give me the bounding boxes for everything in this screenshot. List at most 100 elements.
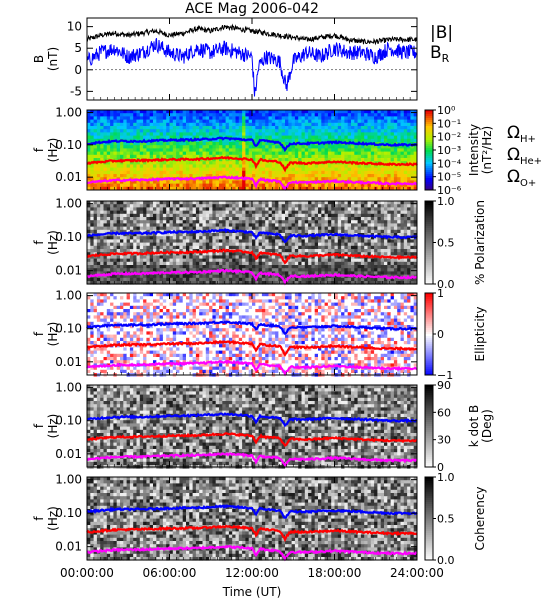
spectrogram-cell — [248, 113, 253, 117]
spectrogram-cell — [334, 258, 339, 263]
spectrogram-cell — [370, 229, 375, 234]
spectrogram-cell — [331, 183, 335, 188]
colorbar-tick-label: 10⁻¹ — [437, 117, 461, 130]
spectrogram-cell — [120, 145, 124, 149]
spectrogram-cell — [133, 223, 137, 227]
spectrogram-cell — [387, 138, 391, 143]
spectrogram-cell — [278, 145, 283, 149]
spectrogram-cell — [255, 151, 259, 156]
spectrogram-cell — [189, 223, 193, 227]
spectrogram-cell — [186, 135, 190, 140]
spectrogram-cell — [136, 258, 141, 263]
spectrogram-cell — [120, 170, 124, 175]
spectrogram-cell — [186, 261, 190, 266]
spectrogram-cell — [129, 148, 134, 152]
spectrogram-cell — [225, 161, 230, 165]
spectrogram-cell — [380, 126, 385, 130]
spectrogram-cell — [255, 170, 259, 175]
spectrogram-cell — [153, 201, 157, 205]
spectrogram-cell — [172, 135, 177, 140]
spectrogram-cell — [268, 236, 273, 240]
spectrogram-cell — [100, 126, 104, 130]
spectrogram-cell — [120, 126, 124, 130]
spectrogram-cell — [278, 154, 283, 159]
spectrogram-cell — [96, 242, 101, 247]
spectrogram-cell — [268, 164, 273, 168]
colorbar-unit: (nT²/Hz) — [480, 126, 494, 174]
spectrogram-cell — [93, 145, 98, 149]
spectrogram-cell — [126, 239, 131, 243]
spectrogram-cell — [285, 271, 289, 275]
spectrogram-cell — [225, 138, 230, 143]
spectrogram-cell — [360, 177, 365, 181]
spectrogram-cell — [318, 249, 322, 253]
spectrogram-cell — [278, 177, 283, 181]
spectrogram-cell — [334, 242, 339, 247]
spectrogram-cell — [318, 201, 322, 205]
spectrogram-cell — [397, 229, 401, 234]
spectrogram-cell — [261, 210, 266, 215]
spectrogram-cell — [96, 210, 101, 215]
spectrogram-cell — [327, 154, 332, 159]
spectrogram-cell — [357, 119, 362, 124]
spectrogram-cell — [90, 236, 94, 240]
spectrogram-cell — [271, 122, 276, 127]
spectrogram-cell — [182, 126, 187, 130]
spectrogram-cell — [212, 135, 217, 140]
spectrogram-cell — [314, 210, 319, 215]
spectrogram-cell — [202, 161, 207, 165]
spectrogram-cell — [162, 223, 167, 227]
spectrogram-cell — [166, 207, 170, 211]
spectrogram-cell — [205, 261, 210, 266]
spectrogram-cell — [156, 236, 160, 240]
spectrogram-cell — [110, 265, 114, 269]
spectrogram-cell — [294, 233, 299, 237]
spectrogram-cell — [159, 142, 164, 146]
spectrogram-cell — [176, 233, 180, 237]
spectrogram-cell — [351, 154, 355, 159]
spectrogram-cell — [153, 213, 157, 218]
spectrogram-cell — [390, 229, 395, 234]
spectrogram-cell — [301, 201, 306, 205]
spectrogram-cell — [189, 271, 193, 275]
spectrogram-cell — [225, 164, 230, 168]
spectrogram-cell — [235, 116, 240, 120]
spectrogram-cell — [351, 113, 355, 117]
spectrogram-cell — [294, 220, 299, 224]
spectrogram-cell — [374, 116, 378, 120]
spectrogram-cell — [169, 242, 174, 247]
spectrogram-cell — [387, 245, 391, 250]
spectrogram-cell — [374, 258, 378, 263]
spectrogram-cell — [288, 242, 292, 247]
spectrogram-cell — [106, 154, 111, 159]
spectrogram-cell — [367, 154, 372, 159]
spectrogram-cell — [265, 245, 269, 250]
spectrogram-cell — [172, 265, 177, 269]
spectrogram-cell — [341, 265, 345, 269]
spectrogram-cell — [288, 116, 292, 120]
spectrogram-cell — [228, 258, 233, 263]
spectrogram-cell — [311, 135, 316, 140]
spectrogram-cell — [179, 142, 184, 146]
spectrogram-cell — [291, 245, 296, 250]
spectrogram-cell — [331, 135, 335, 140]
spectrogram-cell — [176, 201, 180, 205]
spectrogram-cell — [334, 186, 339, 191]
spectrogram-cell — [288, 252, 292, 256]
spectrogram-cell — [136, 236, 141, 240]
spectrogram-cell — [288, 164, 292, 168]
spectrogram-cell — [384, 201, 388, 205]
spectrogram-cell — [162, 261, 167, 266]
spectrogram-cell — [212, 220, 217, 224]
spectrogram-cell — [370, 220, 375, 224]
spectrogram-cell — [156, 154, 160, 159]
spectrogram-cell — [93, 177, 98, 181]
spectrogram-cell — [103, 132, 108, 136]
spectrogram-cell — [387, 233, 391, 237]
spectrogram-cell — [116, 249, 121, 253]
spectrogram-cell — [351, 167, 355, 172]
spectrogram-cell — [139, 229, 144, 234]
spectrogram-cell — [268, 174, 273, 178]
spectrogram-cell — [96, 207, 101, 211]
spectrogram-cell — [271, 207, 276, 211]
